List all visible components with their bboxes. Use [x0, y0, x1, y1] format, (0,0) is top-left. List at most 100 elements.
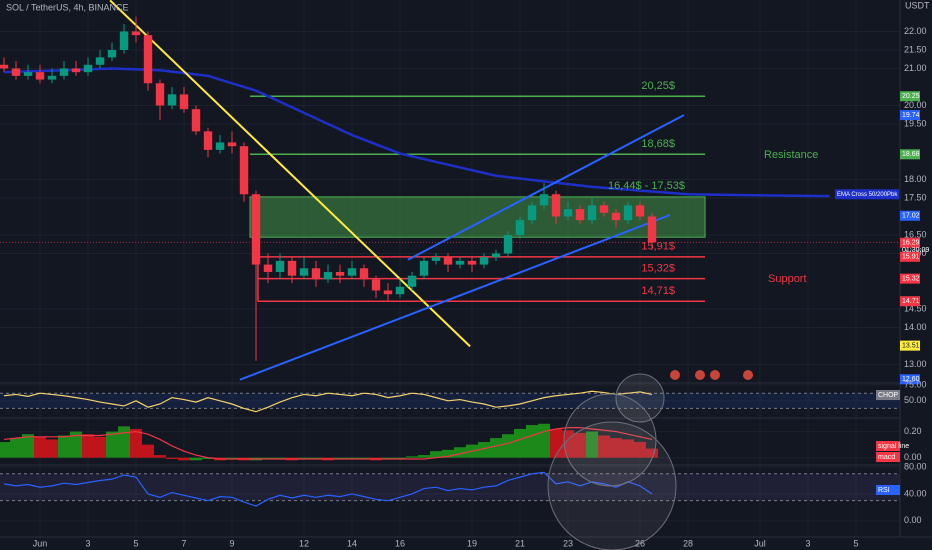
macd-bar [598, 435, 611, 458]
legend-box [876, 452, 900, 462]
x-tick-label: 9 [230, 538, 235, 548]
event-icon[interactable] [695, 370, 705, 380]
price-label: 18.68 [902, 151, 920, 158]
macd-bar [130, 428, 143, 458]
candle-body [191, 109, 201, 132]
macd-bar [406, 456, 419, 458]
candle-body [287, 260, 297, 276]
macd-bar [274, 457, 287, 459]
price-label: 13.51 [902, 342, 920, 349]
candle-body [275, 260, 285, 272]
y-tick-label: 0.20 [904, 426, 922, 436]
candle-body [527, 205, 537, 221]
y-tick-label: 21.00 [904, 63, 927, 73]
y-tick-label: 40.00 [904, 488, 927, 498]
candle-body [515, 220, 525, 235]
price-label-box [900, 273, 920, 284]
candle-body [623, 205, 633, 221]
macd-bar [538, 423, 551, 458]
x-tick-label: 5 [134, 538, 139, 548]
candle-body [551, 194, 561, 217]
macd-bar [202, 457, 215, 459]
level-label: 15,91$ [641, 241, 675, 253]
macd-bar [262, 457, 275, 459]
y-tick-label: 20.00 [904, 100, 927, 110]
trendline [239, 214, 671, 381]
trendline [407, 114, 685, 261]
event-icon[interactable] [710, 370, 720, 380]
y-tick-label: 0.00 [904, 515, 922, 525]
candle-body [611, 212, 621, 221]
candle-body [635, 205, 645, 217]
candle-body [479, 257, 489, 265]
price-label: 16.29 [902, 240, 920, 247]
price-label: 17.02 [902, 213, 920, 220]
legend-box [876, 441, 900, 451]
candle-body [23, 72, 33, 76]
macd-bar [382, 457, 395, 459]
candle-body [455, 260, 465, 265]
macd-bar [454, 447, 467, 458]
y-tick-label: 80.00 [904, 461, 927, 471]
signal-line [3, 427, 653, 460]
candle-body [587, 205, 597, 221]
macd-bar [106, 431, 119, 458]
x-tick-label: 7 [182, 538, 187, 548]
macd-bar [526, 425, 539, 458]
price-label-box [900, 296, 920, 307]
macd-bar [226, 457, 239, 459]
macd-bar [58, 435, 71, 458]
x-tick-label: 23 [563, 538, 573, 548]
price-label-box [900, 251, 920, 262]
candle-body [371, 279, 381, 291]
plot-layer [0, 0, 830, 507]
candle-body [131, 31, 141, 36]
candle-body [647, 216, 657, 243]
legend-label: CHOP [878, 392, 899, 399]
legend-label: macd [878, 454, 895, 461]
level-label: 20,25$ [641, 80, 675, 92]
candle-body [35, 72, 45, 80]
candle-body [539, 194, 549, 206]
macd-bar [514, 428, 527, 458]
y-tick-label: 21.50 [904, 44, 927, 54]
level-label: 15,32$ [641, 263, 675, 275]
candle-body [71, 68, 81, 73]
candle-body [215, 142, 225, 150]
macd-bar [430, 451, 443, 458]
macd-bar [622, 439, 635, 458]
event-icon[interactable] [743, 370, 753, 380]
candle-body [11, 68, 21, 76]
event-icon[interactable] [670, 370, 680, 380]
price-label: 15.91 [902, 254, 920, 261]
price-label: 12.60 [902, 376, 920, 383]
rsi-line [3, 471, 653, 507]
x-tick-label: 21 [515, 538, 525, 548]
macd-bar [166, 457, 179, 459]
price-label: 19.74 [902, 112, 920, 119]
candle-body [263, 264, 273, 272]
macd-bar [142, 444, 155, 458]
candle-body [419, 260, 429, 276]
zone-label: 16,44$ - 17,53$ [608, 180, 685, 192]
candle-body [491, 253, 501, 258]
y-tick-label: 0.00 [904, 452, 922, 462]
chart-title: SOL / TetherUS, 4h, BINANCE [6, 2, 129, 12]
x-tick-label: 16 [395, 538, 405, 548]
highlight-circle [547, 421, 677, 550]
macd-bar [574, 432, 587, 458]
macd-bar [0, 442, 11, 458]
macd-bar [418, 455, 431, 458]
candle-body [299, 268, 309, 276]
macd-bar [94, 436, 107, 458]
chop-line [3, 390, 653, 413]
support-label: Support [768, 273, 807, 285]
macd-bar [334, 457, 347, 459]
candle-body [107, 49, 117, 58]
price-label: 15.32 [902, 275, 920, 282]
candle-body [239, 146, 249, 195]
resistance-zone [249, 196, 706, 238]
y-tick-label: 75.00 [904, 379, 927, 389]
price-label: 14.71 [902, 298, 920, 305]
